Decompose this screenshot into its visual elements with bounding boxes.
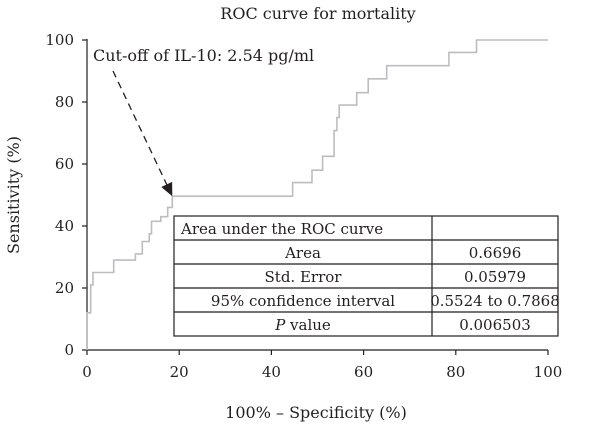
table-header: Area under the ROC curve [180,220,383,238]
table-row-value: 0.5524 to 0.7868 [430,292,560,310]
y-axis-label: Sensitivity (%) [4,136,23,254]
cutoff-annotation-label: Cut-off of IL-10: 2.54 pg/ml [93,46,314,65]
y-tick-label: 20 [55,279,74,297]
x-axis-ticks: 0 20 40 60 80 100 [82,350,562,381]
cutoff-annotation-arrow [113,71,172,196]
arrow-shaft [113,71,167,184]
auc-table: Area under the ROC curve Area 0.6696 Std. E… [174,216,560,336]
table-row-value: 0.05979 [464,268,526,286]
y-tick-label: 40 [55,217,74,235]
x-tick-label: 20 [170,363,189,381]
table-row-label: 95% confidence interval [211,292,395,310]
table-row-label: Std. Error [265,268,343,286]
x-tick-label: 40 [262,363,281,381]
x-tick-label: 60 [354,363,373,381]
x-tick-label: 0 [82,363,92,381]
x-tick-label: 80 [446,363,465,381]
y-tick-label: 0 [64,341,74,359]
y-tick-label: 60 [55,155,74,173]
roc-figure: ROC curve for mortality 0 20 40 60 80 100 0 20… [0,0,600,434]
y-tick-label: 80 [55,93,74,111]
table-row-value: 0.006503 [459,316,531,334]
y-axis-ticks: 0 20 40 60 80 100 [45,31,87,359]
table-row-label: P value [274,316,331,334]
table-row-label: Area [284,244,321,262]
chart-title: ROC curve for mortality [220,4,415,23]
x-axis-label: 100% – Specificity (%) [225,403,407,422]
x-tick-label: 100 [534,363,563,381]
y-tick-label: 100 [45,31,74,49]
table-row-value: 0.6696 [469,244,522,262]
